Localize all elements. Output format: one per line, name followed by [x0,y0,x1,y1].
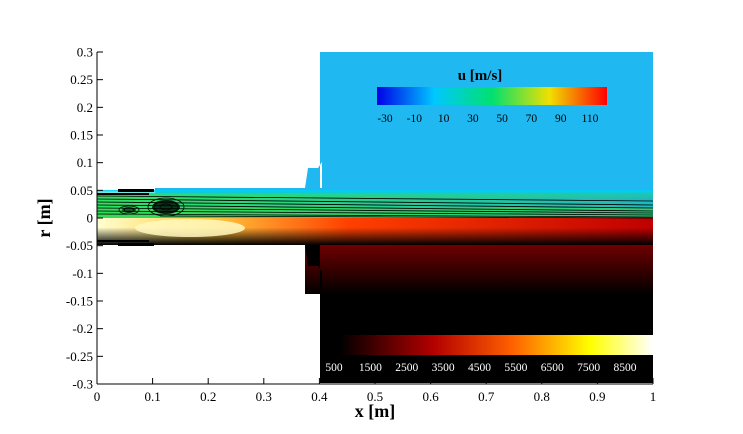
y-tick-label: 0.1 [77,155,93,170]
colorbar-tick-label: -30 [377,113,393,125]
y-tick-label: -0.1 [72,266,93,281]
x-axis-label: x [m] [355,401,395,421]
colorbar-tick-label: -10 [407,113,423,125]
y-tick-label: -0.15 [66,294,93,309]
recirculation-vortex-small [122,207,136,213]
x-tick-label: 0.3 [256,389,272,404]
colorbar-tick-label: 50 [496,113,508,125]
x-tick-label: 1 [650,389,657,404]
temperature-colorbar-title: T [K] [456,315,491,331]
velocity-colorbar-ticks: -30 -10 10 30 50 70 90 110 [377,113,598,125]
x-tick-label: 0.1 [144,389,160,404]
velocity-ambient-region [155,52,653,192]
colorbar-tick-label: 90 [555,113,567,125]
y-tick-label: 0.05 [70,183,93,198]
temperature-plume-region [305,244,653,294]
nozzle-upper-wall [118,189,154,192]
x-tick-label: 0.4 [311,389,328,404]
x-tick-label: 0.2 [200,389,216,404]
colorbar-tick-label: 500 [325,362,343,374]
colorbar-tick-label: 30 [467,113,479,125]
velocity-colorbar [377,87,607,105]
colorbar-tick-label: 1500 [359,362,382,374]
x-ticks: 0 0.1 0.2 0.3 0.4 0.5 0.6 0.7 0.8 0.9 1 [94,378,657,404]
colorbar-tick-label: 5500 [504,362,527,374]
colorbar-tick-label: 110 [582,113,599,125]
colorbar-tick-label: 2500 [395,362,418,374]
colorbar-tick-label: 3500 [432,362,455,374]
nozzle-lower-wall [118,243,154,246]
temperature-colorbar [340,335,653,355]
y-tick-label: 0.15 [70,128,93,143]
colorbar-tick-label: 10 [438,113,450,125]
y-tick-label: -0.05 [66,238,93,253]
colorbar-tick-label: 7500 [577,362,600,374]
temperature-peak-blob [135,219,245,237]
y-tick-label: -0.25 [66,349,93,364]
colorbar-tick-label: 70 [526,113,538,125]
colorbar-tick-label: 4500 [468,362,491,374]
y-tick-label: 0 [87,211,94,226]
y-axis-label: r [m] [34,198,54,237]
y-ticks: 0.3 0.25 0.2 0.15 0.1 0.05 0 -0.05 -0.1 -0.15 -0.2… [66,45,103,392]
temperature-colorbar-ticks: 500 1500 2500 3500 4500 5500 6500 7500 8500 [325,362,636,374]
velocity-colorbar-title: u [m/s] [458,68,503,84]
x-tick-label: 0.5 [367,389,383,404]
recirculation-vortex-large [152,200,180,214]
y-tick-label: 0.2 [77,100,93,115]
y-tick-label: 0.25 [70,72,93,87]
y-tick-label: -0.3 [72,377,93,392]
x-tick-label: 0.6 [422,389,439,404]
colorbar-tick-label: 8500 [614,362,637,374]
nozzle-inner-upper [97,193,149,195]
x-tick-label: 0.9 [589,389,605,404]
colorbar-tick-label: 6500 [541,362,564,374]
nozzle-inner-lower [97,240,149,242]
x-tick-label: 0.8 [534,389,550,404]
x-tick-label: 0 [94,389,101,404]
temperature-outer-wall-step [305,245,322,383]
y-tick-label: -0.2 [72,321,93,336]
x-tick-label: 0.7 [478,389,495,404]
y-tick-label: 0.3 [77,45,93,60]
